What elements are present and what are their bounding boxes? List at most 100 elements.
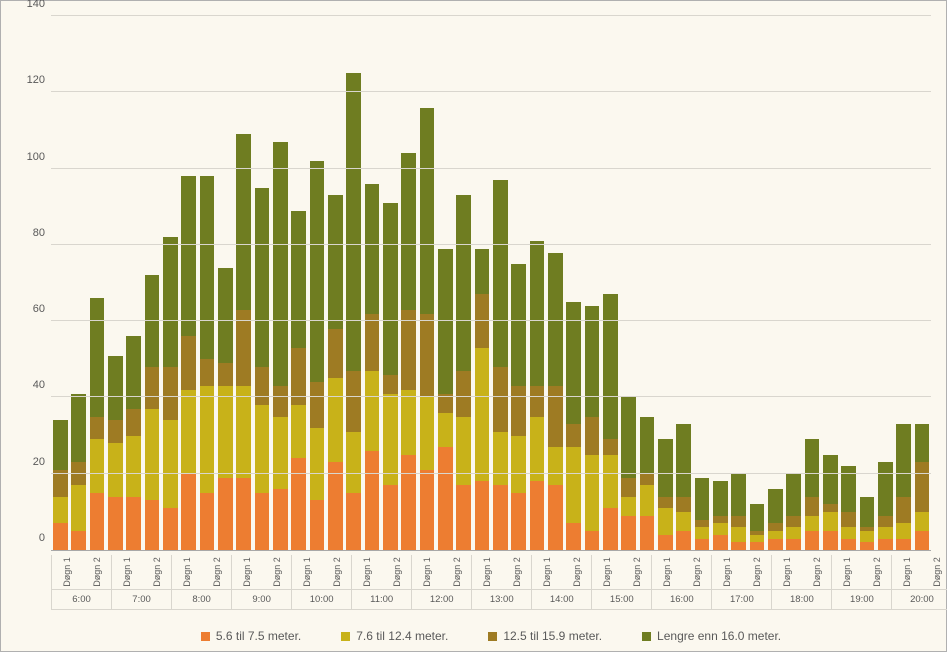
day-column [509, 16, 527, 550]
bar-segment [493, 432, 508, 485]
x-hour-label: 18:00 [772, 590, 831, 610]
x-day-label: Døgn 1 [832, 555, 862, 589]
bar-stack [915, 424, 930, 550]
bar-stack [365, 184, 380, 550]
bar-segment [640, 474, 655, 485]
bar-segment [731, 542, 746, 550]
bar-segment [255, 367, 270, 405]
bar-segment [475, 348, 490, 482]
bar-segment [236, 310, 251, 386]
day-column [913, 16, 931, 550]
day-column [674, 16, 692, 550]
legend-item: 7.6 til 12.4 meter. [341, 629, 448, 643]
gridline [51, 91, 931, 92]
bar-segment [695, 520, 710, 528]
bar-stack [145, 275, 160, 550]
bar-stack [236, 134, 251, 550]
day-column [528, 16, 546, 550]
x-hour-group: Døgn 1Døgn 216:00 [651, 555, 711, 610]
bar-segment [456, 195, 471, 370]
bar-segment [566, 523, 581, 550]
x-hour-group: Døgn 1Døgn 29:00 [231, 555, 291, 610]
bar-segment [438, 413, 453, 447]
bar-stack [200, 176, 215, 550]
hour-group [124, 16, 161, 550]
bar-stack [511, 264, 526, 550]
bar-segment [585, 306, 600, 417]
bar-segment [786, 527, 801, 538]
bar-segment [328, 195, 343, 329]
bar-segment [401, 390, 416, 455]
bar-segment [915, 512, 930, 531]
bar-segment [530, 417, 545, 482]
bar-stack [768, 489, 783, 550]
bar-segment [823, 531, 838, 550]
x-day-label: Døgn 2 [742, 555, 772, 589]
x-day-label: Døgn 1 [772, 555, 802, 589]
bar-stack [401, 153, 416, 550]
x-day-label: Døgn 2 [922, 555, 947, 589]
hour-group [308, 16, 345, 550]
x-hour-group: Døgn 1Døgn 215:00 [591, 555, 651, 610]
day-column [491, 16, 509, 550]
bar-segment [878, 516, 893, 527]
bar-segment [860, 497, 875, 528]
day-column [88, 16, 106, 550]
bar-segment [145, 409, 160, 501]
bar-segment [218, 386, 233, 478]
x-day-label: Døgn 2 [262, 555, 292, 589]
bar-segment [896, 523, 911, 538]
x-hour-group: Døgn 1Døgn 28:00 [171, 555, 231, 610]
y-tick-label: 20 [33, 456, 51, 468]
x-day-label: Døgn 2 [682, 555, 712, 589]
x-hour-label: 14:00 [532, 590, 591, 610]
hour-group [748, 16, 785, 550]
x-hour-label: 16:00 [652, 590, 711, 610]
bar-stack [420, 108, 435, 550]
bar-stack [713, 481, 728, 550]
day-column [546, 16, 564, 550]
day-column [179, 16, 197, 550]
x-day-label: Døgn 2 [82, 555, 112, 589]
bar-stack [786, 474, 801, 550]
y-tick-label: 0 [39, 532, 51, 544]
x-hour-group: Døgn 1Døgn 211:00 [351, 555, 411, 610]
hour-group [161, 16, 198, 550]
legend-item: Lengre enn 16.0 meter. [642, 629, 781, 643]
y-tick-label: 140 [27, 0, 51, 10]
bar-segment [71, 462, 86, 485]
bar-segment [805, 497, 820, 516]
x-hour-group: Døgn 1Døgn 213:00 [471, 555, 531, 610]
bar-segment [750, 535, 765, 543]
legend-label: Lengre enn 16.0 meter. [657, 629, 781, 643]
bar-segment [310, 500, 325, 550]
day-column [766, 16, 784, 550]
bar-segment [456, 417, 471, 486]
bar-stack [566, 302, 581, 550]
day-column [839, 16, 857, 550]
bar-segment [126, 497, 141, 550]
bar-segment [218, 363, 233, 386]
bar-segment [328, 462, 343, 550]
bar-segment [71, 485, 86, 531]
bar-segment [768, 523, 783, 531]
bar-segment [695, 539, 710, 550]
day-column [748, 16, 766, 550]
bar-segment [346, 432, 361, 493]
bar-segment [878, 539, 893, 550]
x-day-label: Døgn 2 [622, 555, 652, 589]
bar-segment [713, 516, 728, 524]
x-day-row: Døgn 1Døgn 2 [652, 555, 711, 590]
bar-segment [823, 455, 838, 505]
day-column [308, 16, 326, 550]
day-column [583, 16, 601, 550]
legend-swatch [642, 632, 651, 641]
bar-segment [768, 539, 783, 550]
legend-swatch [341, 632, 350, 641]
y-tick-label: 60 [33, 303, 51, 315]
day-column [619, 16, 637, 550]
bar-segment [640, 516, 655, 550]
bar-segment [218, 478, 233, 550]
bar-stack [475, 249, 490, 550]
bar-segment [511, 386, 526, 436]
